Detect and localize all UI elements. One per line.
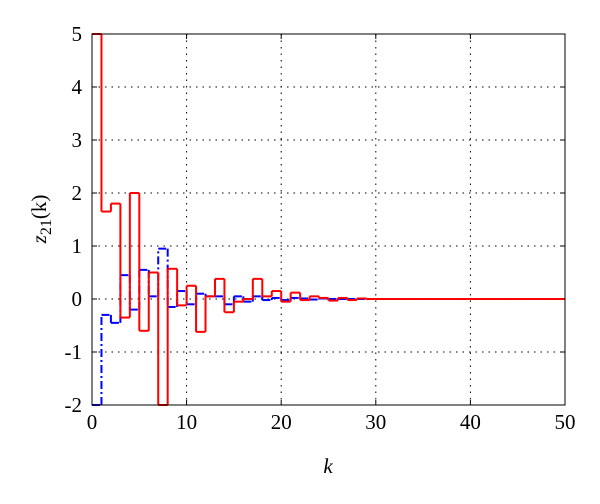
y-axis-label: z21(k) [27,195,55,245]
y-tick-label: 3 [72,128,83,152]
y-label-arg: (k) [27,195,51,220]
y-tick-label: 5 [72,22,83,46]
x-tick-label: 30 [365,410,386,434]
x-tick-label: 50 [555,410,576,434]
y-label-base: z [27,235,51,244]
x-tick-label: 0 [87,410,98,434]
axes-box [91,33,566,406]
x-tick-label: 40 [460,410,481,434]
y-tick-label: 1 [72,234,83,258]
plot-area [92,33,565,406]
y-tick-label: -2 [65,393,83,417]
x-axis-label: k [323,454,333,478]
y-tick-label: -1 [65,340,83,364]
y-tick-label: 2 [72,181,83,205]
x-tick-label: 20 [271,410,292,434]
y-label-sub: 21 [38,219,55,235]
x-tick-label: 10 [176,410,197,434]
y-tick-label: 0 [72,287,83,311]
y-tick-label: 4 [72,75,83,99]
